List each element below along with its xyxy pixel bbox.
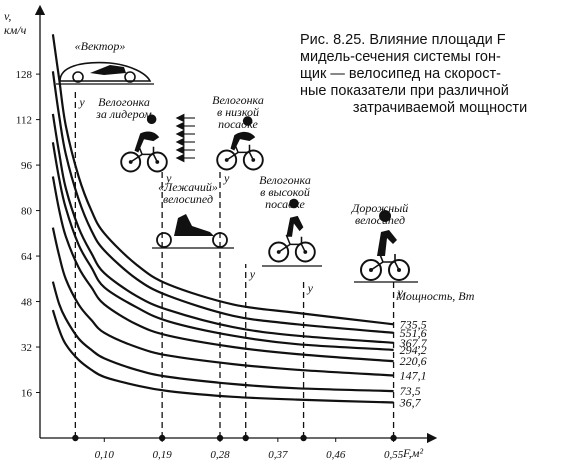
power-curve xyxy=(51,227,394,377)
caption-line-3: щик — велосипед на скорост- xyxy=(300,66,501,82)
power-curve xyxy=(51,309,394,404)
area-marker-dot xyxy=(158,434,166,442)
power-curve xyxy=(51,176,394,363)
pictures-group xyxy=(56,61,418,283)
marker-letter: у xyxy=(165,171,172,185)
vektor-picture xyxy=(56,61,154,85)
y-tick-label: 96 xyxy=(21,160,33,172)
figure-caption: Рис. 8.25. Влияние площади F мидель-сече… xyxy=(300,32,580,117)
rider-silhouette xyxy=(134,114,160,153)
axes-group: v,км/ч F,м² 16 32 48 64 80 96 112 128 0,10 0,19 0,28… xyxy=(4,4,438,461)
y-tick-label: 128 xyxy=(16,69,33,81)
bike-label-line: Велогонка xyxy=(212,93,264,107)
rider-silhouette xyxy=(230,116,256,151)
bike-label-line: «Вектор» xyxy=(75,39,126,53)
bike-label-line: в низкой xyxy=(217,105,259,119)
power-curve xyxy=(51,113,394,344)
bike-wheel xyxy=(212,232,228,248)
marker-letter: у xyxy=(223,171,230,185)
power-curve-label: 551,6 xyxy=(400,326,427,340)
y-axis-label: v, xyxy=(4,9,11,23)
power-curve-label: 367,7 xyxy=(399,336,428,350)
x-tick-label: 0,37 xyxy=(268,449,288,461)
bike-label-line: в высокой xyxy=(260,185,310,199)
area-marker-dot xyxy=(390,434,397,442)
rider-silhouette xyxy=(90,65,126,75)
x-tick-label: 0,55 xyxy=(384,449,404,461)
bike-label-line: велосипед xyxy=(163,192,213,206)
y-tick-label: 32 xyxy=(21,342,32,354)
bike-label-line: посадке xyxy=(218,117,258,131)
bike-wheel xyxy=(120,151,142,173)
bike-label-line: велосипед xyxy=(355,213,405,227)
marker-letter: у xyxy=(249,267,256,281)
caption-line-4: ные показатели при различной xyxy=(300,83,509,99)
bike-wheel xyxy=(388,259,410,281)
bike-wheel xyxy=(124,71,136,83)
bike-wheel xyxy=(216,149,238,171)
y-tick-label: 16 xyxy=(21,388,33,400)
marker-letter: у xyxy=(307,281,314,295)
power-curve-label: 73,5 xyxy=(400,384,421,398)
bike-label-line: посадке xyxy=(265,197,305,211)
caption-line-5: затрачиваемой мощности xyxy=(352,100,528,116)
bike-label-line: Дорожный xyxy=(351,201,409,215)
bike-wheel xyxy=(294,241,316,263)
power-curve xyxy=(51,71,394,334)
bike-wheel xyxy=(146,151,168,173)
y-tick-label: 112 xyxy=(16,115,32,127)
bike-wheel xyxy=(72,71,84,83)
markers-group: у у у у у у xyxy=(72,92,404,442)
vektor-fairing xyxy=(59,61,152,82)
road-bike-picture xyxy=(360,210,410,281)
power-curve xyxy=(51,142,394,351)
y-tick-label: 80 xyxy=(21,206,33,218)
lowpos-bike-picture xyxy=(216,116,264,171)
power-curve-label: 147,1 xyxy=(400,368,427,382)
power-curve-label: 735,5 xyxy=(400,317,427,331)
x-tick-label: 0,46 xyxy=(326,449,346,461)
highpos-bike-picture xyxy=(268,198,316,263)
power-curve-label: 36,7 xyxy=(399,395,422,409)
bike-wheel xyxy=(268,241,290,263)
power-curve xyxy=(51,34,394,326)
bike-label-line: «Лежачий» xyxy=(158,180,218,194)
bike-wheel xyxy=(242,149,264,171)
bike-wheel xyxy=(156,232,172,248)
bike-label-line: Велогонка xyxy=(98,95,150,109)
recumbent-picture xyxy=(152,214,234,249)
area-marker-dot xyxy=(216,434,224,442)
y-tick-label: 48 xyxy=(21,297,33,309)
x-axis-label: F,м² xyxy=(402,446,423,460)
x-tick-label: 0,10 xyxy=(95,449,115,461)
area-marker-dot xyxy=(300,434,307,442)
power-curve xyxy=(51,281,394,393)
rider-silhouette xyxy=(286,198,304,237)
bike-wheel xyxy=(360,259,382,281)
x-tick-label: 0,28 xyxy=(210,449,230,461)
rider-silhouette xyxy=(377,210,397,256)
power-curve-label: 294,2 xyxy=(400,343,427,357)
x-tick-label: 0,19 xyxy=(153,449,173,461)
area-marker-dot xyxy=(72,434,79,442)
bike-label-line: Велогонка xyxy=(259,173,311,187)
caption-line-2: мидель-сечения системы гон- xyxy=(300,49,501,65)
area-marker-dot xyxy=(242,434,249,442)
power-curve-label: 220,6 xyxy=(400,354,427,368)
bike-label-line: за лидером xyxy=(95,107,152,121)
leader-bike-picture xyxy=(120,114,168,173)
caption-line-1: Рис. 8.25. Влияние площади F xyxy=(300,32,506,48)
y-axis-unit-label: км/ч xyxy=(4,23,27,37)
marker-letter: у xyxy=(397,285,404,299)
rider-silhouette xyxy=(174,214,214,236)
power-header-label: Мощность, Вт xyxy=(395,289,475,303)
y-tick-label: 64 xyxy=(21,251,33,263)
marker-letter: у xyxy=(78,95,85,109)
